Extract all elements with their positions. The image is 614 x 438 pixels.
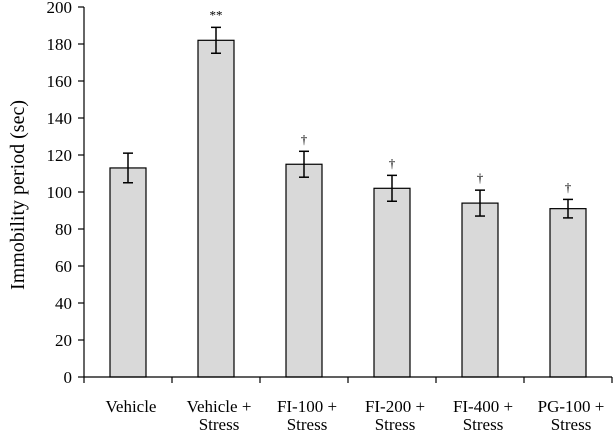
bar-5: [549, 208, 587, 378]
y-axis: 0 20 40 60 80 100 120 140 160 180 200: [47, 0, 85, 387]
y-tick-label-5: 100: [47, 183, 73, 202]
x-category-label-5-0: PG-100 +: [538, 397, 605, 416]
significance-mark-3: †: [389, 155, 396, 170]
y-tick-label-7: 140: [47, 109, 73, 128]
y-tick-label-6: 120: [47, 146, 73, 165]
bar-1: [197, 39, 235, 378]
y-axis-label: Immobility period (sec): [7, 100, 29, 290]
significance-mark-4: †: [477, 170, 484, 185]
x-category-label-3-0: FI-200 +: [365, 397, 425, 416]
x-category-label-4-1: Stress: [463, 415, 504, 434]
bars: ** † † † †: [109, 7, 587, 378]
y-tick-label-10: 200: [47, 0, 73, 17]
y-tick-label-0: 0: [64, 368, 73, 387]
bar-3: [373, 187, 411, 378]
x-category-label-2-1: Stress: [287, 415, 328, 434]
x-category-label-2-0: FI-100 +: [277, 397, 337, 416]
bar-0: [109, 167, 147, 378]
significance-mark-5: †: [565, 179, 572, 194]
x-category-label-0-0: Vehicle: [106, 397, 157, 416]
significance-mark-1: **: [210, 7, 223, 22]
bar-2: [285, 163, 323, 378]
y-tick-label-8: 160: [47, 72, 73, 91]
x-category-label-5-1: Stress: [551, 415, 592, 434]
x-category-label-1-1: Stress: [199, 415, 240, 434]
y-tick-label-4: 80: [55, 220, 72, 239]
x-category-label-4-0: FI-400 +: [453, 397, 513, 416]
y-tick-label-9: 180: [47, 35, 73, 54]
x-category-label-3-1: Stress: [375, 415, 416, 434]
y-tick-label-2: 40: [55, 294, 72, 313]
y-tick-label-1: 20: [55, 331, 72, 350]
significance-mark-2: †: [301, 131, 308, 146]
bar-4: [461, 202, 499, 378]
y-tick-label-3: 60: [55, 257, 72, 276]
x-category-label-1-0: Vehicle +: [187, 397, 252, 416]
